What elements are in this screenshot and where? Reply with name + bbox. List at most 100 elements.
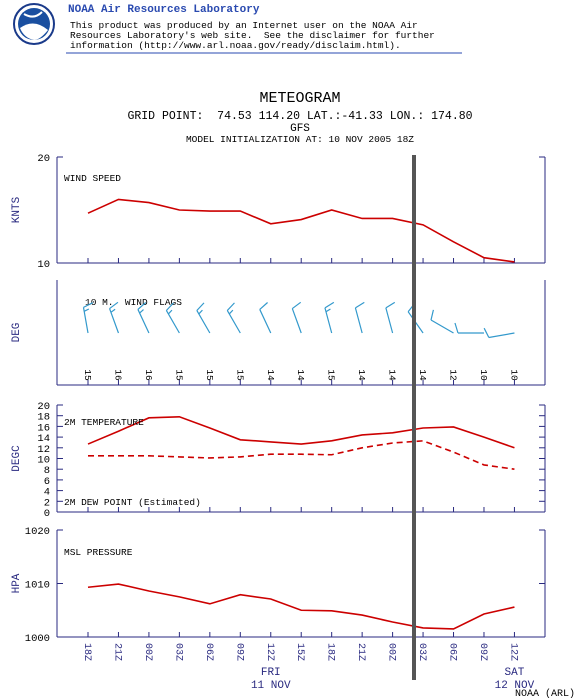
data-line (87, 415, 515, 449)
half-barb (198, 309, 203, 315)
x-tick-label: 06Z (203, 643, 214, 661)
annotation: MSL PRESSURE (64, 547, 133, 558)
wind-barb (109, 301, 120, 334)
half-barb (139, 309, 144, 314)
barb-staff (226, 310, 241, 334)
barb-speed: 14 (387, 369, 398, 381)
date-label: 11 NOV (251, 680, 291, 692)
wind-barb (137, 302, 150, 334)
y-axis-label: KNTS (11, 196, 23, 223)
barb (324, 301, 335, 309)
wind-barb (196, 302, 211, 334)
x-tick-label: 03Z (172, 643, 183, 661)
barb-speed: 15 (82, 369, 93, 381)
x-tick-label: 18Z (81, 643, 92, 661)
model: GFS (290, 123, 310, 135)
barb (454, 322, 459, 334)
wind-barb (226, 302, 241, 334)
barb-staff (137, 309, 150, 334)
wind-barb (324, 301, 335, 334)
barb-speed: 14 (417, 369, 428, 381)
y-tick-label: 8 (44, 465, 50, 477)
barb-speed: 10 (478, 369, 489, 381)
current-time-bar (412, 155, 416, 680)
barb-speed: 10 (508, 369, 519, 381)
barb-staff (385, 307, 394, 334)
wind-barb (483, 327, 515, 339)
x-tick-label: 06Z (447, 643, 458, 661)
org-name: NOAA Air Resources Laboratory (68, 4, 260, 16)
y-tick-label: 0 (44, 508, 50, 520)
barb (259, 302, 268, 310)
date-label: 12 NOV (495, 680, 535, 692)
wind-barb (430, 309, 454, 334)
chart-title: METEOGRAM (259, 90, 340, 107)
barb-staff (165, 310, 180, 334)
y-tick-label: 14 (37, 433, 50, 445)
wind-barb (82, 302, 94, 334)
barb (226, 302, 235, 311)
annotation: 10 M. WIND FLAGS (85, 297, 182, 308)
barb-staff (324, 307, 333, 334)
barb-speed: 15 (234, 369, 245, 381)
x-tick-label: 00Z (142, 643, 153, 661)
barb-staff (259, 309, 272, 334)
barb-speed: 14 (295, 369, 306, 381)
barb-staff (109, 308, 120, 334)
barb-speed: 15 (204, 369, 215, 381)
x-tick-label: 21Z (111, 643, 122, 661)
barb (83, 302, 94, 308)
barb-staff (82, 307, 89, 334)
barb (291, 301, 302, 310)
half-barb (83, 308, 90, 312)
y-axis-label: DEGC (11, 445, 23, 472)
data-line (87, 198, 515, 263)
x-tick-label: 09Z (233, 643, 244, 661)
y-tick-label: 20 (37, 401, 50, 413)
wind-barb (165, 302, 180, 334)
y-tick-label: 16 (37, 422, 50, 434)
y-tick-label: 20 (37, 153, 50, 165)
x-tick-label: 12Z (507, 643, 518, 661)
disclaimer: This product was produced by an Internet… (70, 20, 418, 31)
x-tick-label: 21Z (355, 643, 366, 661)
barb-speed: 14 (356, 369, 367, 381)
data-line (87, 583, 515, 630)
barb-staff (488, 332, 515, 339)
x-tick-label: 09Z (477, 643, 488, 661)
barb-staff (430, 319, 454, 334)
half-barb (325, 308, 331, 313)
wind-barb (291, 301, 302, 334)
init-time: MODEL INITIALIZATION AT: 10 NOV 2005 18Z (186, 134, 414, 145)
y-tick-label: 6 (44, 476, 50, 488)
barb (165, 302, 174, 311)
barb (355, 301, 365, 309)
data-line (88, 440, 515, 470)
wind-barb (454, 322, 484, 334)
wind-barb (259, 302, 272, 334)
barb-staff (291, 308, 302, 334)
barb-speed: 15 (173, 369, 184, 381)
barb-speed: 16 (112, 369, 123, 381)
barb-staff (196, 310, 211, 334)
barb-speed: 15 (326, 369, 337, 381)
y-tick-label: 12 (37, 444, 50, 456)
day-label: FRI (261, 667, 281, 679)
y-axis-label: DEG (11, 323, 23, 343)
barb-staff (354, 307, 363, 334)
y-tick-label: 10 (37, 455, 50, 467)
credit: NOAA (ARL) (515, 688, 575, 700)
half-barb (110, 308, 116, 313)
barb (385, 301, 396, 309)
day-label: SAT (505, 667, 525, 679)
series-label: 2M TEMPERATURE (64, 417, 144, 428)
grid-point: GRID POINT: 74.53 114.20 LAT.:-41.33 LON… (127, 110, 472, 123)
barb (137, 302, 147, 310)
half-barb (228, 309, 234, 315)
disclaimer: Resources Laboratory's web site. See the… (70, 30, 435, 41)
barb (430, 309, 434, 321)
x-tick-label: 18Z (325, 643, 336, 661)
barb-speed: 14 (265, 369, 276, 381)
wind-barb (354, 301, 365, 334)
